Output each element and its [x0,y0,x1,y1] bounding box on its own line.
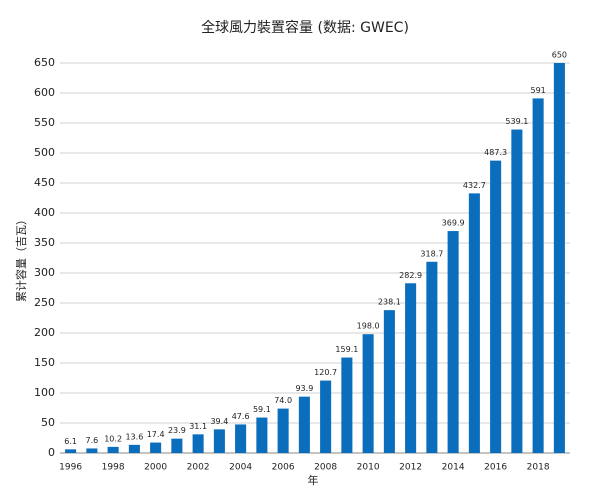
bar [128,444,140,453]
bar [192,434,204,453]
y-tick-label: 500 [34,146,55,159]
bar [65,449,77,453]
bar [341,357,353,453]
y-axis-label: 累计容量（吉瓦） [14,214,28,302]
x-tick-label: 2004 [229,463,252,473]
bar [490,160,502,453]
value-label: 47.6 [232,412,250,421]
bar [447,231,459,453]
x-tick-label: 2014 [442,463,465,473]
bar [277,408,289,453]
value-label: 238.1 [378,298,401,307]
value-label: 31.1 [189,422,207,431]
bar [256,417,268,453]
x-tick-label: 2000 [144,463,167,473]
value-label: 6.1 [64,437,77,446]
value-label: 17.4 [147,430,165,439]
value-label: 74.0 [274,396,292,405]
y-tick-label: 150 [34,356,55,369]
y-tick-label: 300 [34,266,55,279]
x-tick-label: 2006 [272,463,295,473]
value-label: 650 [552,51,567,60]
bar [405,283,417,453]
bar [532,98,544,454]
bar [362,334,374,453]
bar [298,396,310,453]
value-label: 23.9 [168,426,186,435]
bar [320,380,332,453]
x-tick-label: 2010 [357,463,380,473]
bar [86,448,98,453]
y-tick-label: 200 [34,326,55,339]
value-label: 93.9 [295,384,313,393]
value-label: 13.6 [125,432,143,441]
y-tick-label: 350 [34,236,55,249]
x-tick-label: 2012 [399,463,422,473]
x-axis-label: 年 [308,473,319,487]
bar [468,193,480,453]
y-tick-label: 250 [34,296,55,309]
x-tick-label: 2002 [187,463,210,473]
bar [553,63,565,453]
chart-title: 全球風力裝置容量 (数据: GWEC) [201,19,409,36]
value-label: 591 [530,86,545,95]
value-label: 159.1 [335,345,358,354]
value-label: 120.7 [314,368,337,377]
value-label: 39.4 [210,417,228,426]
y-tick-label: 0 [48,446,55,459]
bar [426,261,438,453]
value-label: 198.0 [357,322,380,331]
value-label: 539.1 [505,117,528,126]
y-tick-label: 100 [34,386,55,399]
bar [383,310,395,453]
y-tick-label: 50 [41,416,55,429]
x-tick-label: 1998 [102,463,125,473]
bar [235,424,247,453]
y-tick-label: 550 [34,116,55,129]
bar [511,129,523,454]
y-tick-label: 400 [34,206,55,219]
y-tick-label: 650 [34,56,55,69]
bar [150,442,162,453]
value-label: 59.1 [253,405,271,414]
x-tick-label: 1996 [59,463,82,473]
y-tick-label: 600 [34,86,55,99]
x-tick-label: 2016 [484,463,507,473]
x-tick-label: 2018 [527,463,550,473]
value-label: 10.2 [104,434,122,443]
bar [107,446,119,453]
bar [213,429,225,453]
value-label: 282.9 [399,271,422,280]
value-label: 487.3 [484,148,507,157]
value-label: 7.6 [86,436,99,445]
value-label: 432.7 [463,181,486,190]
bar [171,438,183,453]
value-label: 369.9 [442,219,465,228]
y-tick-label: 450 [34,176,55,189]
x-tick-label: 2008 [314,463,337,473]
value-label: 318.7 [420,249,443,258]
